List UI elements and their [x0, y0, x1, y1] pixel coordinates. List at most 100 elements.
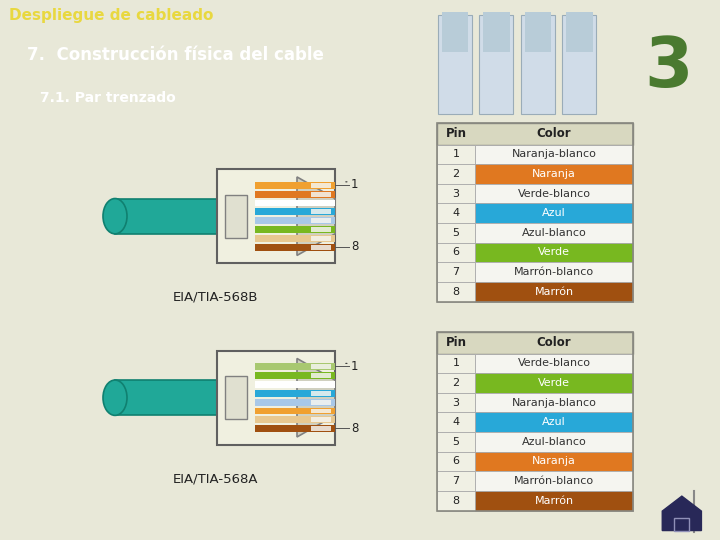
Bar: [437, 393, 475, 413]
Bar: [475, 471, 633, 491]
Bar: [311, 218, 331, 223]
Text: Naranja-blanco: Naranja-blanco: [512, 397, 596, 408]
Bar: [566, 11, 593, 52]
Text: Marrón: Marrón: [534, 287, 574, 297]
Bar: [475, 164, 633, 184]
Bar: [311, 426, 331, 431]
Bar: [475, 491, 633, 510]
Text: Marrón-blanco: Marrón-blanco: [514, 267, 594, 277]
Text: 5: 5: [452, 228, 459, 238]
Bar: [437, 432, 475, 451]
Bar: [297, 217, 335, 224]
Bar: [255, 425, 335, 432]
Bar: [525, 11, 551, 52]
Ellipse shape: [103, 380, 127, 415]
Text: 8: 8: [452, 287, 459, 297]
Bar: [255, 372, 335, 379]
Text: Pin: Pin: [446, 127, 467, 140]
Text: 3: 3: [452, 188, 459, 199]
Bar: [297, 425, 335, 432]
Bar: [311, 192, 331, 197]
Text: Naranja-blanco: Naranja-blanco: [512, 150, 596, 159]
Text: Despliegue de cableado: Despliegue de cableado: [9, 8, 213, 23]
Bar: [255, 199, 335, 206]
Bar: [475, 223, 633, 242]
Bar: [311, 391, 331, 396]
Text: Verde: Verde: [538, 247, 570, 258]
Bar: [437, 145, 475, 164]
Bar: [437, 262, 475, 282]
Bar: [437, 123, 633, 301]
Bar: [217, 169, 335, 264]
Ellipse shape: [103, 199, 127, 234]
Polygon shape: [297, 359, 335, 437]
Text: Color: Color: [536, 336, 571, 349]
Bar: [297, 191, 335, 198]
Text: 1: 1: [452, 359, 459, 368]
Bar: [255, 182, 335, 188]
Bar: [297, 235, 335, 242]
Bar: [475, 145, 633, 164]
Text: 1: 1: [452, 150, 459, 159]
Bar: [255, 399, 335, 406]
Bar: [297, 399, 335, 406]
Text: Marrón-blanco: Marrón-blanco: [514, 476, 594, 486]
Bar: [297, 381, 335, 388]
Bar: [437, 373, 475, 393]
Text: 6: 6: [452, 456, 459, 467]
Bar: [475, 413, 633, 432]
Bar: [255, 235, 335, 242]
Text: Marrón: Marrón: [534, 496, 574, 506]
Bar: [297, 199, 335, 206]
Bar: [437, 354, 475, 373]
Bar: [297, 363, 335, 370]
Text: 4: 4: [452, 417, 459, 427]
Bar: [437, 184, 475, 204]
Text: 3: 3: [644, 34, 693, 101]
Bar: [475, 282, 633, 301]
Bar: [475, 373, 633, 393]
Text: 7: 7: [452, 476, 459, 486]
Bar: [475, 451, 633, 471]
Text: Azul-blanco: Azul-blanco: [521, 437, 586, 447]
Bar: [255, 408, 335, 414]
Bar: [225, 194, 247, 238]
Text: Verde: Verde: [538, 378, 570, 388]
Bar: [255, 381, 335, 388]
Text: 2: 2: [452, 169, 459, 179]
Bar: [297, 226, 335, 233]
Bar: [255, 208, 335, 215]
Bar: [311, 183, 331, 188]
Bar: [225, 376, 247, 419]
Bar: [255, 390, 335, 397]
Bar: [437, 164, 475, 184]
Bar: [437, 204, 475, 223]
Bar: [475, 262, 633, 282]
Bar: [115, 380, 235, 415]
Text: Verde-blanco: Verde-blanco: [518, 188, 590, 199]
Text: Azul: Azul: [542, 208, 566, 218]
Bar: [297, 390, 335, 397]
Bar: [255, 226, 335, 233]
Bar: [255, 363, 335, 370]
Bar: [255, 217, 335, 224]
Bar: [475, 184, 633, 204]
Text: 5: 5: [452, 437, 459, 447]
Bar: [675, 518, 689, 530]
Bar: [311, 400, 331, 404]
Bar: [297, 182, 335, 188]
Bar: [437, 491, 475, 510]
Polygon shape: [235, 177, 297, 255]
Bar: [255, 191, 335, 198]
Bar: [311, 364, 331, 369]
Text: Verde-blanco: Verde-blanco: [518, 359, 590, 368]
Polygon shape: [235, 359, 297, 437]
Polygon shape: [297, 177, 335, 255]
Bar: [437, 471, 475, 491]
Bar: [475, 354, 633, 373]
Text: Color: Color: [536, 127, 571, 140]
Text: 1: 1: [351, 360, 359, 373]
Text: 2: 2: [452, 378, 459, 388]
Bar: [441, 11, 468, 52]
Bar: [297, 408, 335, 414]
